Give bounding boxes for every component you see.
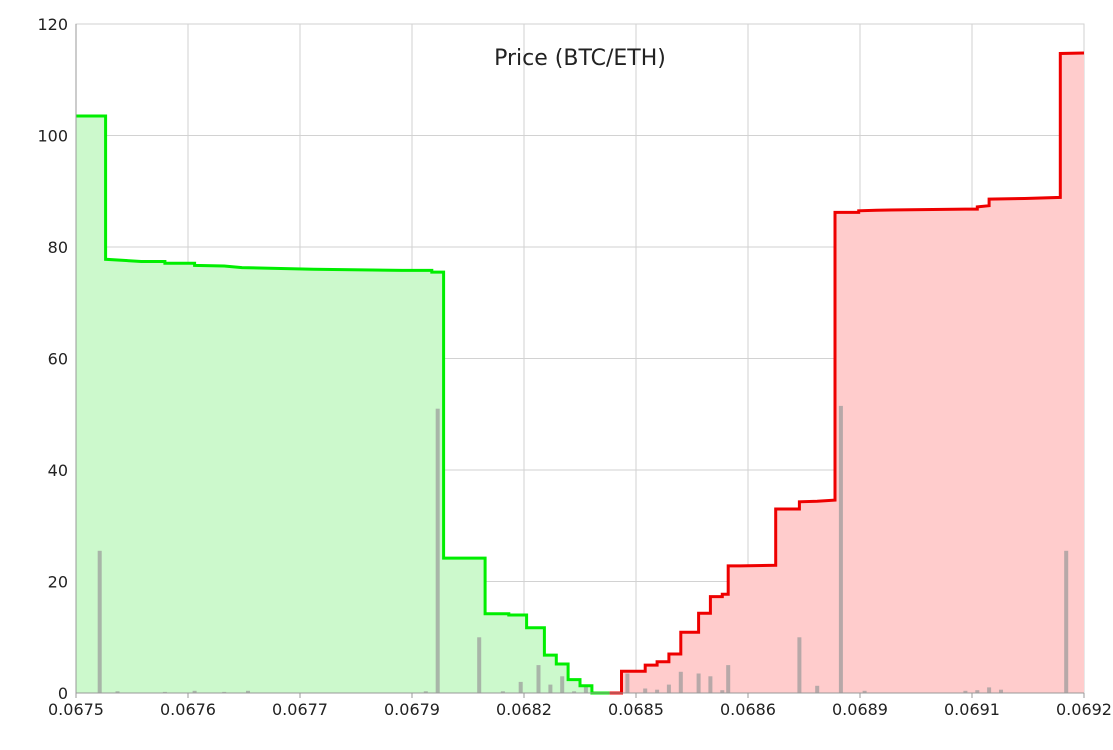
volume-bar [115, 691, 120, 693]
chart-title: Price (BTC/ETH) [494, 46, 666, 71]
volume-bar [720, 690, 725, 693]
x-tick-label: 0.0686 [720, 700, 776, 719]
volume-bar [975, 690, 980, 693]
x-tick-label: 0.0685 [608, 700, 664, 719]
y-tick-label: 120 [37, 15, 68, 34]
volume-bar [548, 684, 553, 693]
volume-bar [666, 684, 671, 693]
y-tick-label: 40 [48, 461, 68, 480]
x-tick-label: 0.0676 [160, 700, 216, 719]
volume-bar [477, 637, 482, 694]
asks-area-fill [609, 53, 1084, 693]
x-tick-label: 0.0689 [832, 700, 888, 719]
y-tick-label: 20 [48, 573, 68, 592]
volume-bar [1064, 550, 1069, 693]
volume-bar [815, 685, 820, 693]
volume-bar [678, 671, 683, 693]
volume-bar [999, 689, 1003, 693]
volume-bar [708, 676, 713, 693]
x-tick-label: 0.0675 [48, 700, 104, 719]
volume-bar [643, 688, 648, 693]
volume-bar [423, 691, 428, 693]
volume-bar [625, 673, 630, 693]
y-tick-label: 100 [37, 127, 68, 146]
volume-bar [560, 676, 565, 693]
volume-bar [222, 691, 227, 693]
volume-bar [246, 690, 250, 693]
volume-bar [162, 691, 167, 693]
axes: 0 20 40 60 80 100 120 0.0675 0.0676 0.0677 0.0679 0… [37, 15, 1112, 719]
volume-bar [726, 665, 731, 693]
volume-bar [963, 690, 968, 693]
volume-bar [500, 691, 505, 693]
volume-bars [97, 405, 1069, 694]
y-tick-label: 60 [48, 350, 68, 369]
volume-bar [797, 637, 802, 694]
x-tick-label: 0.0692 [1056, 700, 1112, 719]
bids-depth-line [76, 114, 610, 695]
volume-bar [655, 689, 660, 693]
asks-depth-line [609, 51, 1085, 695]
volume-bar [696, 673, 701, 693]
volume-bar [987, 687, 992, 693]
volume-bar [583, 684, 588, 693]
volume-bar [97, 550, 102, 693]
y-tick-label: 0 [58, 684, 68, 703]
bids-area-fill [76, 116, 610, 693]
area-fills [76, 53, 1084, 693]
y-tick-label: 80 [48, 238, 68, 257]
x-tick-label: 0.0682 [496, 700, 552, 719]
volume-bar [838, 405, 843, 693]
x-tick-label: 0.0691 [944, 700, 1000, 719]
series-lines [76, 51, 1085, 695]
x-tick-label: 0.0679 [384, 700, 440, 719]
volume-bar [518, 681, 523, 693]
x-tick-label: 0.0677 [272, 700, 328, 719]
volume-bar [435, 408, 440, 693]
volume-bar [572, 691, 577, 693]
volume-bar [536, 665, 541, 693]
volume-bar [862, 690, 867, 693]
volume-bar [192, 690, 197, 693]
